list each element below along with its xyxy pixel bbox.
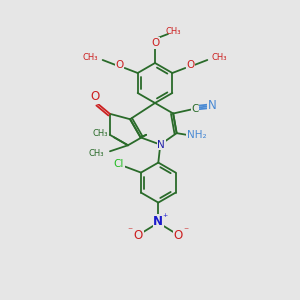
Text: N: N	[158, 140, 165, 150]
Text: ⁻: ⁻	[184, 226, 189, 237]
Text: O: O	[186, 60, 194, 70]
Text: O: O	[90, 90, 99, 103]
Text: ⁺: ⁺	[163, 213, 168, 223]
Text: CH₃: CH₃	[88, 149, 104, 158]
Text: CH₃: CH₃	[165, 26, 181, 35]
Text: CH₃: CH₃	[211, 53, 227, 62]
Text: CH₃: CH₃	[82, 53, 98, 62]
Text: O: O	[116, 60, 124, 70]
Text: NH₂: NH₂	[187, 130, 206, 140]
Text: O: O	[174, 229, 183, 242]
Text: C: C	[191, 103, 199, 113]
Text: O: O	[134, 229, 143, 242]
Text: CH₃: CH₃	[92, 129, 108, 138]
Text: N: N	[153, 215, 163, 228]
Text: ⁻: ⁻	[128, 226, 133, 237]
Text: O: O	[151, 38, 159, 48]
Text: Cl: Cl	[114, 159, 124, 169]
Text: N: N	[208, 99, 217, 112]
